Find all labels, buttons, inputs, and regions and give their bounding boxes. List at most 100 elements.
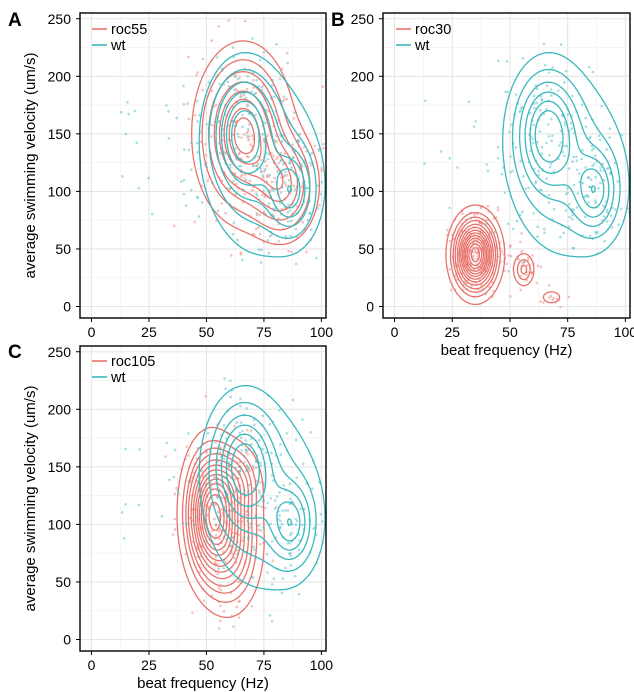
data-point [548,153,551,157]
data-point [195,141,199,145]
data-point [167,136,171,140]
data-point [223,457,226,461]
data-point [195,515,199,518]
data-point [575,155,578,158]
y-tick-label: 0 [63,298,71,314]
data-point [255,78,258,82]
data-point [243,192,246,196]
data-point [559,235,562,239]
x-axis-title: beat frequency (Hz) [441,342,573,359]
data-point [551,298,554,302]
data-point [231,46,235,49]
data-point [220,508,223,511]
contours-roc30 [445,204,561,306]
data-point [204,153,208,157]
data-point [210,39,213,42]
data-point [599,166,602,169]
data-point [270,233,273,237]
plot-background [80,13,326,318]
data-point [575,206,579,209]
data-point [218,120,221,124]
data-point [282,484,286,487]
data-point [284,509,287,512]
data-point [551,217,554,221]
data-point [239,421,243,424]
data-point [276,155,279,159]
data-point [617,223,620,226]
data-point [235,421,239,424]
data-point [583,215,587,219]
data-point [250,604,254,608]
data-point [189,188,193,192]
data-point [581,181,585,185]
data-point [268,173,272,177]
data-point [245,406,249,410]
data-point [272,95,276,99]
data-point [220,69,224,73]
data-point [230,552,234,555]
data-point [576,192,580,195]
data-point [218,152,222,155]
data-point [195,99,199,103]
contour-line [468,243,483,267]
data-point [217,142,221,145]
data-point [242,93,246,97]
data-point [280,522,284,526]
data-point [261,176,265,179]
data-point [288,482,292,486]
data-point [218,103,222,107]
data-point [234,120,237,123]
data-point [219,604,222,608]
data-point [213,517,216,521]
data-point [533,106,536,110]
data-point [252,86,255,90]
data-point [602,215,606,219]
contours-wt [198,51,326,258]
data-point [251,464,255,468]
data-point [200,201,204,204]
data-point [245,464,249,467]
data-point [606,167,609,170]
data-point [244,448,247,451]
data-point [593,154,597,158]
contour-line [198,51,326,258]
data-point [234,193,237,196]
contour-line [181,439,258,603]
data-point [530,271,534,275]
data-point [571,213,574,217]
contour-line [529,100,605,209]
data-point [280,139,284,143]
data-point [219,445,222,449]
points-wt [423,42,630,273]
data-point [127,112,130,116]
data-point [322,142,325,146]
data-point [204,163,207,167]
data-point [586,176,590,179]
data-point [600,104,603,108]
data-point [332,471,335,474]
data-point [571,160,574,163]
data-point [587,201,590,204]
y-tick-label: 200 [48,401,72,417]
data-point [255,192,258,195]
data-point [543,63,547,67]
contour-line [225,433,301,542]
data-point [539,300,542,303]
panel-B: 0 25 50 75 100 0 50 100 150 200 250 beat frequency … [331,10,634,359]
data-point [549,88,553,91]
data-point [247,448,251,452]
data-point [286,220,290,223]
data-point [215,496,219,499]
data-point [182,103,186,106]
data-point [292,156,295,159]
data-point [519,213,522,217]
data-point [251,37,254,40]
data-point [260,158,263,162]
data-point [241,258,244,262]
x-tick-label: 50 [502,324,518,340]
data-point [173,224,176,228]
data-point [588,185,592,189]
panel-C: 0 25 50 75 100 0 50 100 150 200 250 beat frequency … [8,342,335,692]
data-point [319,512,323,516]
panel-letter: B [331,10,345,31]
